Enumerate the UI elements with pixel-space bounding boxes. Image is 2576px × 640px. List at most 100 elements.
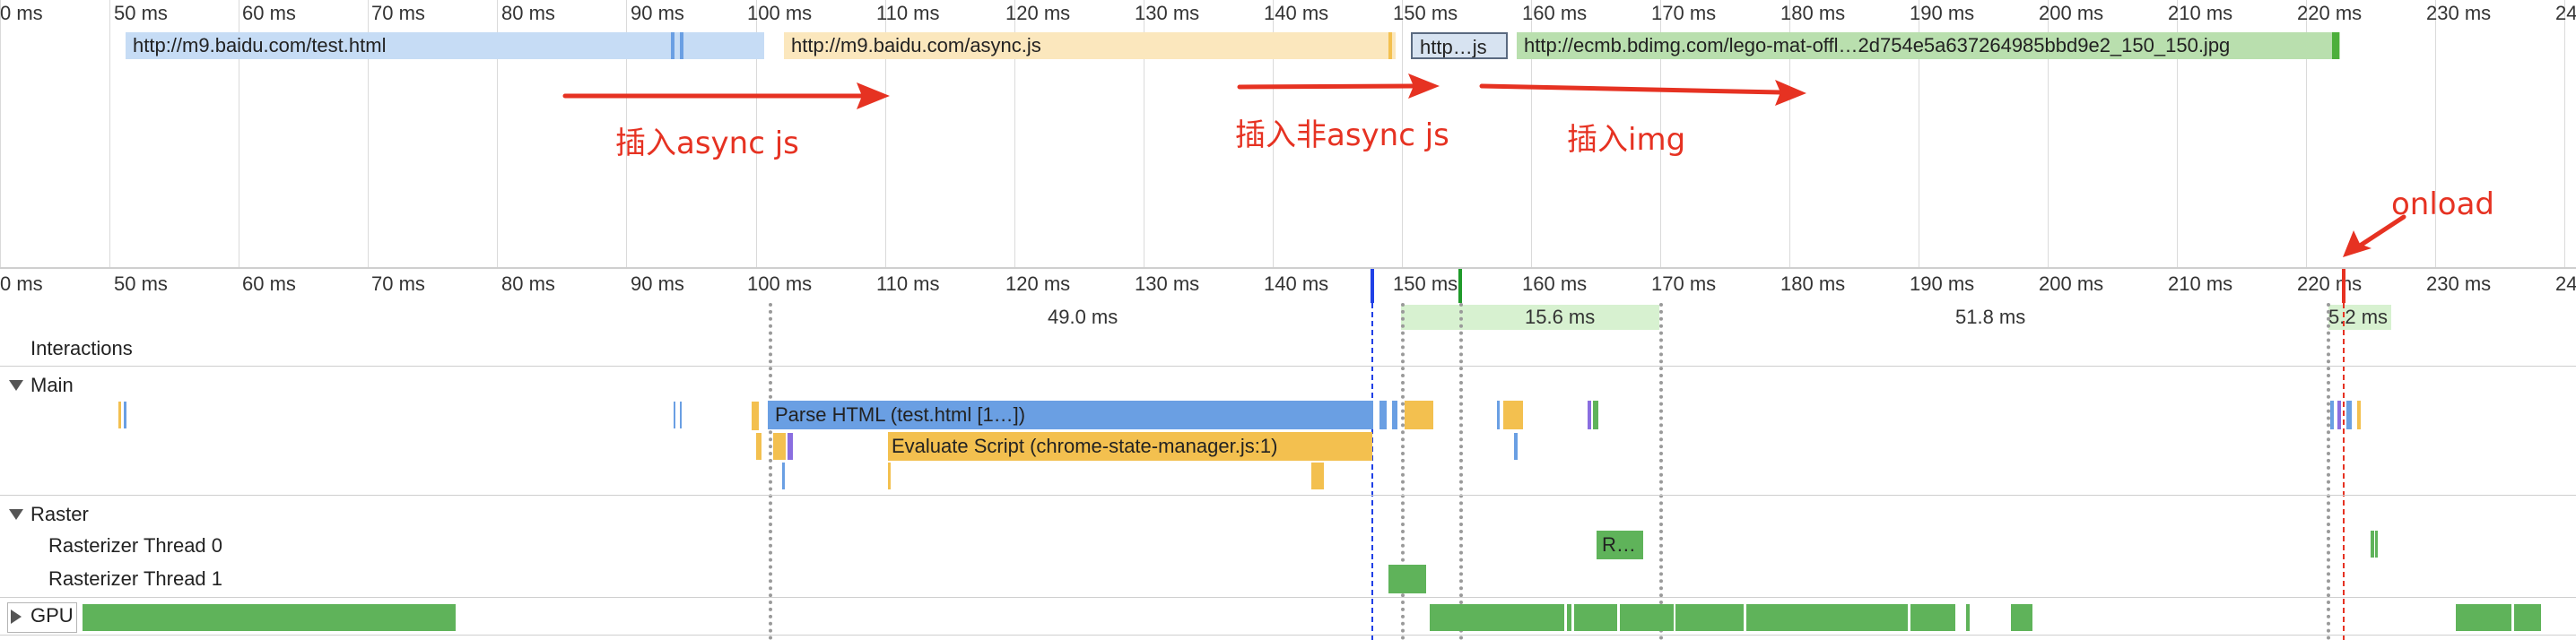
overview-ruler[interactable]: 0 ms 50 ms 60 ms 70 ms 80 ms 90 ms 100 m… <box>0 0 2576 269</box>
track-divider <box>0 635 2576 636</box>
track-raster-thread-1: Rasterizer Thread 1 <box>48 567 223 590</box>
ruler-tick: 140 ms <box>1264 2 1329 24</box>
ruler-gridline <box>2048 0 2049 269</box>
raster-event[interactable]: R… <box>1597 531 1643 559</box>
ruler-tick: 50 ms <box>114 2 168 24</box>
main-task-sliver[interactable] <box>2357 401 2361 429</box>
ruler-gridline <box>109 0 110 269</box>
gpu-task[interactable] <box>1966 604 1970 631</box>
track-divider <box>0 495 2576 496</box>
ruler-tick: 24 <box>2555 272 2576 295</box>
main-task-sliver[interactable] <box>2337 401 2341 429</box>
main-task-sliver[interactable] <box>118 402 121 428</box>
main-task-sliver[interactable] <box>1503 401 1523 429</box>
request-segment <box>671 32 674 59</box>
ruler-tick: 180 ms <box>1780 2 1846 24</box>
frame-boundary-line <box>2327 303 2330 640</box>
ruler-tick: 0 ms <box>0 272 43 295</box>
gpu-task[interactable] <box>83 604 456 631</box>
main-task-sliver[interactable] <box>124 402 126 428</box>
main-task-sliver[interactable] <box>1379 401 1387 429</box>
main-task-sliver[interactable] <box>1514 433 1518 460</box>
event-label: Parse HTML (test.html [1…]) <box>775 403 1026 426</box>
event-label: Evaluate Script (chrome-state-manager.js… <box>892 435 1278 457</box>
raster-task-sliver[interactable] <box>2375 531 2378 558</box>
arrowhead <box>1408 74 1440 99</box>
main-task-sliver[interactable] <box>1405 401 1433 429</box>
gpu-task[interactable] <box>1430 604 1564 631</box>
gpu-task[interactable] <box>1910 604 1955 631</box>
ruler-tick: 150 ms <box>1393 2 1458 24</box>
parse-html-event[interactable]: Parse HTML (test.html [1…]) <box>768 401 1373 429</box>
main-task-sliver[interactable] <box>2346 401 2352 429</box>
ruler-tick: 110 ms <box>876 272 940 295</box>
ruler-gridline <box>1273 0 1274 269</box>
ruler-gridline <box>1789 0 1790 269</box>
arrowhead <box>2343 230 2371 257</box>
gpu-task[interactable] <box>1746 604 1908 631</box>
track-raster[interactable]: Raster <box>30 503 89 525</box>
main-task-sliver[interactable] <box>1588 401 1591 429</box>
evaluate-script-event[interactable]: Evaluate Script (chrome-state-manager.js… <box>888 432 1372 461</box>
collapse-triangle-icon[interactable] <box>9 509 23 520</box>
gpu-task[interactable] <box>1620 604 1674 631</box>
raster-task-sliver[interactable] <box>2371 531 2374 558</box>
gpu-task[interactable] <box>1675 604 1744 631</box>
annotation-arrows <box>562 74 2406 257</box>
arrow-img <box>1479 83 1783 95</box>
detail-ruler[interactable]: 0 ms 50 ms 60 ms 70 ms 80 ms 90 ms 100 m… <box>0 269 2576 308</box>
track-main[interactable]: Main <box>30 374 74 396</box>
frame-boundary-line <box>769 303 772 640</box>
main-task-sliver[interactable] <box>756 433 761 460</box>
gpu-task[interactable] <box>2011 604 2032 631</box>
ruler-gridline <box>497 0 498 269</box>
ruler-tick: 50 ms <box>114 272 168 295</box>
request-bar-async-js[interactable]: http://m9.baidu.com/async.js <box>784 32 1396 59</box>
ruler-tick: 24 <box>2555 2 2576 24</box>
gpu-task[interactable] <box>1574 604 1617 631</box>
main-task-sliver[interactable] <box>1311 463 1324 489</box>
load-dashed-line <box>2343 303 2345 640</box>
main-task-sliver[interactable] <box>1392 401 1397 429</box>
arrow-onload <box>2352 214 2406 252</box>
main-task-sliver[interactable] <box>1593 401 1598 429</box>
ruler-tick: 210 ms <box>2168 2 2233 24</box>
track-gpu[interactable]: GPU <box>30 604 74 627</box>
request-bar-img[interactable]: http://ecmb.bdimg.com/lego-mat-offl…2d75… <box>1517 32 2340 59</box>
main-task-sliver[interactable] <box>752 402 759 430</box>
arrowhead <box>1775 80 1806 106</box>
main-task-sliver[interactable] <box>782 463 785 489</box>
request-bar-html[interactable]: http://m9.baidu.com/test.html <box>126 32 764 59</box>
interval-label: 15.6 ms <box>1525 306 1596 328</box>
ruler-tick: 190 ms <box>1910 272 1975 295</box>
main-task-sliver[interactable] <box>2330 401 2334 429</box>
main-task-sliver[interactable] <box>1497 401 1500 429</box>
ruler-tick: 90 ms <box>631 2 684 24</box>
main-task-sliver[interactable] <box>788 433 793 460</box>
expand-triangle-icon[interactable] <box>11 610 22 624</box>
ruler-tick: 60 ms <box>242 2 296 24</box>
ruler-tick: 160 ms <box>1522 272 1588 295</box>
gpu-task[interactable] <box>1567 604 1571 631</box>
main-task-sliver[interactable] <box>674 402 675 428</box>
request-bar-js[interactable]: http…js <box>1411 32 1508 59</box>
interval-bar <box>1401 305 1659 330</box>
event-label: R… <box>1602 533 1636 556</box>
request-url: http://m9.baidu.com/test.html <box>133 34 387 56</box>
collapse-triangle-icon[interactable] <box>9 380 23 391</box>
frame-boundary-line <box>1459 303 1463 640</box>
ruler-gridline <box>1660 0 1661 269</box>
gpu-task[interactable] <box>2514 604 2541 631</box>
main-task-sliver[interactable] <box>680 402 682 428</box>
ruler-tick: 0 ms <box>0 2 43 24</box>
ruler-gridline <box>1014 0 1015 269</box>
main-task-sliver[interactable] <box>773 433 786 460</box>
ruler-tick: 150 ms <box>1393 272 1458 295</box>
interval-bar <box>2328 305 2391 330</box>
annotation-img: 插入img <box>1567 122 1686 158</box>
raster-task-sliver[interactable] <box>1388 565 1426 593</box>
gpu-task[interactable] <box>2456 604 2511 631</box>
ruler-gridline <box>1402 0 1403 269</box>
dcl-marker <box>1371 269 1374 303</box>
main-task-sliver[interactable] <box>888 463 891 489</box>
